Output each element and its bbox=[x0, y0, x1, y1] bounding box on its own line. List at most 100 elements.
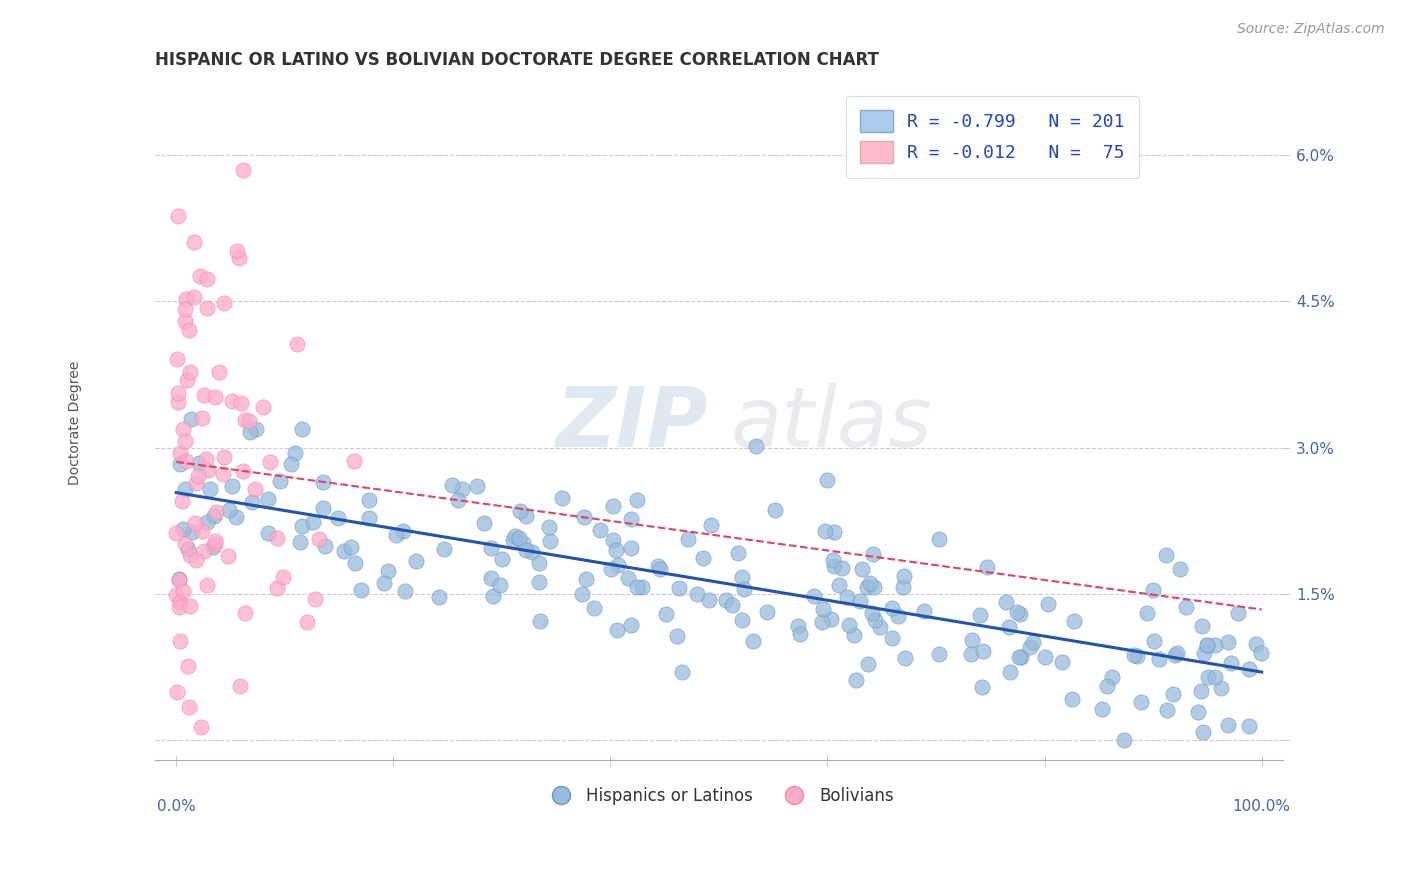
Point bbox=[1189, 683, 1212, 698]
Point bbox=[394, 584, 416, 599]
Point bbox=[647, 558, 669, 573]
Point bbox=[998, 620, 1021, 634]
Point bbox=[405, 554, 427, 568]
Point bbox=[373, 576, 395, 591]
Point bbox=[201, 540, 224, 554]
Point bbox=[1142, 582, 1164, 597]
Point bbox=[169, 595, 191, 609]
Point bbox=[167, 573, 190, 587]
Point bbox=[515, 508, 537, 523]
Point bbox=[606, 558, 628, 573]
Point bbox=[671, 665, 693, 679]
Point bbox=[606, 624, 628, 638]
Point bbox=[266, 582, 288, 596]
Point bbox=[1022, 634, 1045, 648]
Point bbox=[266, 531, 288, 545]
Point bbox=[512, 536, 534, 550]
Point bbox=[571, 586, 593, 600]
Point bbox=[1114, 733, 1136, 747]
Point bbox=[343, 556, 366, 570]
Point bbox=[828, 578, 851, 592]
Point bbox=[1218, 635, 1240, 649]
Point bbox=[686, 587, 709, 601]
Point bbox=[960, 632, 983, 647]
Point bbox=[291, 422, 314, 436]
Point bbox=[174, 482, 197, 496]
Point bbox=[174, 292, 197, 306]
Point bbox=[529, 575, 551, 590]
Point bbox=[602, 499, 624, 513]
Point bbox=[271, 570, 294, 584]
Point bbox=[1010, 650, 1032, 665]
Point bbox=[811, 601, 834, 615]
Point bbox=[1154, 548, 1177, 562]
Text: Source: ZipAtlas.com: Source: ZipAtlas.com bbox=[1237, 22, 1385, 37]
Point bbox=[692, 551, 714, 566]
Point bbox=[233, 606, 256, 620]
Point bbox=[350, 582, 373, 597]
Point bbox=[238, 414, 260, 428]
Point bbox=[302, 515, 325, 529]
Point bbox=[821, 552, 844, 566]
Point bbox=[377, 565, 399, 579]
Point bbox=[862, 548, 884, 562]
Point bbox=[838, 618, 860, 632]
Point bbox=[489, 578, 512, 592]
Point bbox=[183, 290, 205, 304]
Point bbox=[1129, 695, 1152, 709]
Point bbox=[391, 524, 413, 538]
Point bbox=[314, 540, 336, 554]
Point bbox=[648, 562, 671, 576]
Point bbox=[240, 495, 263, 509]
Point bbox=[166, 209, 188, 223]
Point bbox=[744, 439, 766, 453]
Point bbox=[179, 323, 201, 337]
Point bbox=[479, 571, 502, 585]
Point bbox=[894, 650, 917, 665]
Point bbox=[620, 511, 643, 525]
Point bbox=[166, 351, 188, 366]
Point bbox=[195, 515, 218, 529]
Point bbox=[229, 395, 252, 409]
Point bbox=[451, 482, 474, 496]
Point bbox=[198, 482, 221, 496]
Text: HISPANIC OR LATINO VS BOLIVIAN DOCTORATE DEGREE CORRELATION CHART: HISPANIC OR LATINO VS BOLIVIAN DOCTORATE… bbox=[155, 51, 879, 69]
Point bbox=[928, 647, 950, 661]
Point bbox=[508, 531, 530, 545]
Point bbox=[700, 517, 723, 532]
Text: ZIP: ZIP bbox=[555, 383, 707, 464]
Point bbox=[187, 456, 209, 470]
Point bbox=[1246, 637, 1268, 651]
Point bbox=[179, 365, 201, 379]
Point bbox=[169, 457, 191, 471]
Point bbox=[537, 520, 560, 534]
Point bbox=[970, 680, 993, 694]
Point bbox=[1192, 725, 1215, 739]
Point bbox=[284, 446, 307, 460]
Point bbox=[831, 561, 853, 575]
Point bbox=[312, 475, 335, 490]
Point bbox=[626, 492, 648, 507]
Legend: Hispanics or Latinos, Bolivians: Hispanics or Latinos, Bolivians bbox=[537, 780, 900, 812]
Point bbox=[620, 618, 643, 632]
Point bbox=[259, 454, 281, 468]
Point bbox=[727, 546, 749, 560]
Point bbox=[187, 469, 209, 483]
Text: 0.0%: 0.0% bbox=[157, 798, 195, 814]
Point bbox=[668, 581, 690, 595]
Point bbox=[1187, 705, 1209, 719]
Point bbox=[527, 556, 550, 570]
Point bbox=[960, 647, 983, 661]
Point bbox=[167, 394, 190, 409]
Point bbox=[1035, 650, 1057, 665]
Point bbox=[605, 543, 627, 558]
Point bbox=[427, 590, 450, 604]
Text: 100.0%: 100.0% bbox=[1233, 798, 1291, 814]
Point bbox=[172, 522, 194, 536]
Point bbox=[851, 562, 873, 576]
Point bbox=[288, 534, 311, 549]
Point bbox=[589, 523, 612, 537]
Point bbox=[855, 581, 877, 595]
Point bbox=[312, 501, 335, 516]
Point bbox=[845, 673, 868, 688]
